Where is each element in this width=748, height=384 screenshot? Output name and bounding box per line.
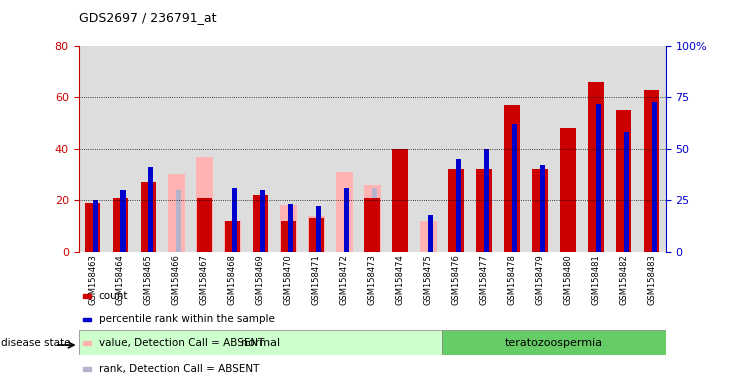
Bar — [624, 132, 629, 252]
Bar — [442, 330, 666, 355]
Bar — [253, 195, 268, 252]
Bar — [135, 46, 162, 252]
Bar — [141, 182, 156, 252]
Bar — [582, 46, 610, 252]
Bar — [246, 46, 275, 252]
Bar — [168, 174, 185, 252]
Text: normal: normal — [241, 338, 280, 348]
Bar — [83, 294, 91, 298]
Bar — [470, 46, 498, 252]
Bar — [307, 215, 325, 252]
Text: percentile rank within the sample: percentile rank within the sample — [99, 314, 275, 324]
Bar — [644, 90, 660, 252]
Bar — [93, 200, 97, 252]
Bar — [596, 104, 601, 252]
Bar — [330, 46, 358, 252]
Bar — [120, 190, 126, 252]
Bar — [588, 82, 604, 252]
Bar — [224, 221, 241, 252]
Bar — [83, 318, 91, 321]
Bar — [316, 206, 321, 252]
Bar — [196, 157, 213, 252]
Bar — [372, 188, 377, 252]
Bar — [85, 203, 100, 252]
Bar — [498, 46, 526, 252]
Bar — [83, 341, 91, 345]
Bar — [442, 46, 470, 252]
Bar — [113, 198, 128, 252]
Bar — [504, 105, 520, 252]
Bar — [83, 367, 91, 371]
Bar — [414, 46, 442, 252]
Bar — [420, 221, 437, 252]
Bar — [652, 101, 657, 252]
Bar — [106, 46, 135, 252]
Text: value, Detection Call = ABSENT: value, Detection Call = ABSENT — [99, 338, 264, 348]
Bar — [197, 198, 212, 252]
Bar — [448, 169, 464, 252]
Bar — [456, 159, 461, 252]
Bar — [533, 169, 548, 252]
Bar — [302, 46, 330, 252]
Bar — [560, 128, 575, 252]
Text: GDS2697 / 236791_at: GDS2697 / 236791_at — [79, 12, 216, 25]
Bar — [484, 149, 489, 252]
Bar — [177, 190, 182, 252]
Bar — [224, 221, 240, 252]
Bar — [280, 205, 297, 252]
Bar — [288, 204, 293, 252]
Bar — [393, 149, 408, 252]
Bar — [386, 46, 414, 252]
Bar — [280, 221, 296, 252]
Bar — [233, 188, 237, 252]
Bar — [336, 172, 352, 252]
Text: teratozoospermia: teratozoospermia — [505, 338, 603, 348]
Bar — [540, 165, 545, 252]
Bar — [79, 46, 106, 252]
Bar — [610, 46, 638, 252]
Bar — [260, 198, 266, 252]
Bar — [638, 46, 666, 252]
Bar — [275, 46, 302, 252]
Bar — [428, 215, 433, 252]
Bar — [364, 185, 381, 252]
Bar — [344, 188, 349, 252]
Bar — [308, 218, 324, 252]
Bar — [79, 330, 442, 355]
Bar — [512, 124, 517, 252]
Bar — [358, 46, 386, 252]
Bar — [364, 198, 380, 252]
Bar — [218, 46, 246, 252]
Bar — [148, 167, 153, 252]
Bar — [616, 110, 631, 252]
Bar — [554, 46, 582, 252]
Text: disease state: disease state — [1, 338, 70, 348]
Bar — [191, 46, 218, 252]
Text: rank, Detection Call = ABSENT: rank, Detection Call = ABSENT — [99, 364, 259, 374]
Bar — [260, 190, 266, 252]
Bar — [476, 169, 491, 252]
Bar — [428, 217, 433, 252]
Text: count: count — [99, 291, 128, 301]
Bar — [526, 46, 554, 252]
Bar — [162, 46, 191, 252]
